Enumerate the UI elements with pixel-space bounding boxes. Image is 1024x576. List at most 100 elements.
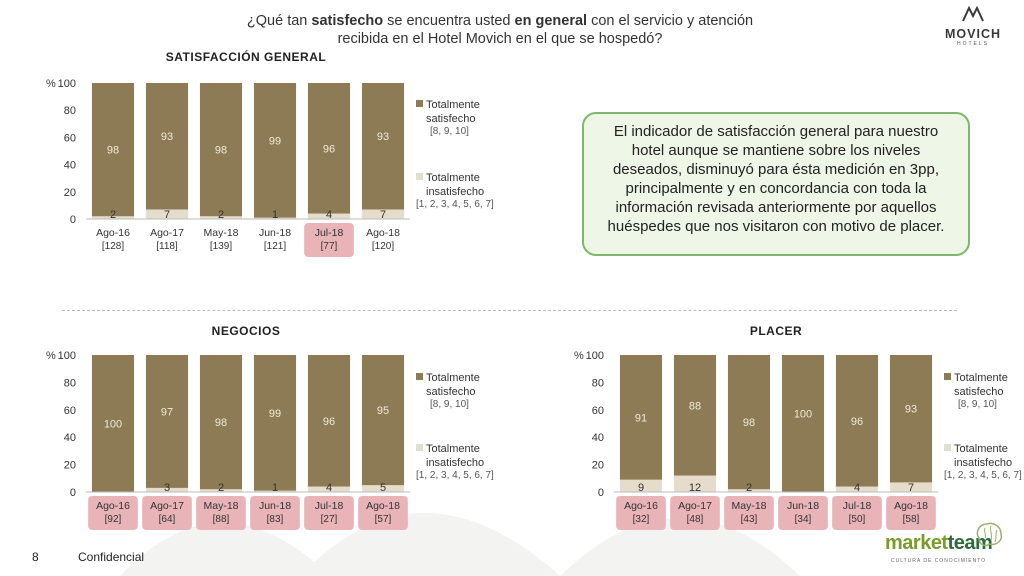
- movich-logo: MOVICH HOTELS: [938, 5, 1008, 47]
- legend-note-insatisfecho: [1, 2, 3, 4, 5, 6, 7]: [944, 470, 1022, 481]
- x-base-label: [120]: [372, 241, 394, 252]
- data-label-satisfecho: 96: [851, 416, 863, 428]
- bar-insatisfecho: [253, 217, 297, 219]
- x-base-label: [92]: [105, 514, 122, 525]
- data-label-satisfecho: 98: [215, 145, 227, 157]
- bar-insatisfecho: [199, 489, 243, 492]
- bar-satisfecho: [361, 83, 405, 210]
- bar-satisfecho: [307, 83, 351, 214]
- legend-swatch-satisfecho: [416, 373, 423, 380]
- data-label-insatisfecho: 2: [746, 482, 752, 494]
- page-title: ¿Qué tan satisfecho se encuentra usted e…: [220, 12, 780, 48]
- y-tick-label: 0: [70, 487, 76, 499]
- x-base-label: [58]: [903, 514, 920, 525]
- legend-note-satisfecho: [8, 9, 10]: [958, 399, 997, 410]
- x-tick-label: Ago-16: [624, 500, 658, 512]
- x-base-label: [57]: [375, 514, 392, 525]
- bar-insatisfecho: [889, 482, 933, 492]
- category-highlight: [724, 496, 774, 530]
- x-base-label: [118]: [156, 241, 178, 252]
- data-label-satisfecho: 96: [323, 416, 335, 428]
- category-highlight: [670, 496, 720, 530]
- legend-note-satisfecho: [8, 9, 10]: [430, 126, 469, 137]
- y-axis-label: %: [46, 350, 56, 362]
- chart-title: NEGOCIOS: [212, 324, 281, 338]
- category-highlight: [304, 223, 354, 257]
- y-tick-label: 100: [58, 78, 76, 90]
- bar-satisfecho: [199, 355, 243, 490]
- bar-satisfecho: [781, 355, 825, 492]
- x-tick-label: Ago-17: [678, 500, 712, 512]
- data-label-satisfecho: 95: [377, 405, 389, 417]
- bar-insatisfecho: [145, 209, 189, 219]
- bar-insatisfecho: [145, 487, 189, 492]
- bar-insatisfecho: [307, 486, 351, 492]
- data-label-insatisfecho: 7: [908, 482, 914, 494]
- y-tick-label: 100: [58, 350, 76, 362]
- bar-satisfecho: [91, 355, 135, 492]
- title-part: satisfecho: [311, 13, 384, 29]
- x-tick-label: May-18: [731, 500, 766, 512]
- category-highlight: [832, 496, 882, 530]
- data-label-satisfecho: 99: [269, 135, 281, 147]
- category-highlight: [886, 496, 936, 530]
- legend-swatch-insatisfecho: [416, 173, 423, 180]
- insight-callout: El indicador de satisfacción general par…: [582, 112, 970, 256]
- movich-m-icon: [962, 5, 984, 22]
- data-label-satisfecho: 93: [905, 404, 917, 416]
- legend-label-insatisfecho-2: insatisfecho: [426, 186, 484, 198]
- x-tick-label: Jun-18: [259, 227, 291, 239]
- bar-insatisfecho: [727, 489, 771, 492]
- confidential-label: Confidencial: [78, 550, 145, 564]
- data-label-satisfecho: 93: [161, 131, 173, 143]
- legend-label-insatisfecho-1: Totalmente: [426, 172, 480, 184]
- data-label-insatisfecho: 4: [326, 209, 332, 221]
- x-tick-label: Ago-18: [894, 500, 928, 512]
- data-label-satisfecho: 100: [794, 409, 812, 421]
- data-label-insatisfecho: 12: [689, 482, 701, 494]
- y-tick-label: 80: [592, 377, 604, 389]
- legend-note-insatisfecho: [1, 2, 3, 4, 5, 6, 7]: [416, 470, 494, 481]
- x-tick-label: Ago-18: [366, 500, 400, 512]
- data-label-satisfecho: 98: [215, 417, 227, 429]
- logo-brand: MOVICH: [945, 27, 1001, 41]
- x-tick-label: Ago-16: [96, 227, 130, 239]
- bar-satisfecho: [253, 83, 297, 218]
- data-label-satisfecho: 98: [107, 145, 119, 157]
- logo-market: market: [885, 532, 948, 554]
- title-part: ¿Qué tan: [246, 13, 312, 29]
- x-base-label: [88]: [213, 514, 230, 525]
- data-label-insatisfecho: 2: [110, 209, 116, 221]
- data-label-insatisfecho: 3: [164, 482, 170, 494]
- bar-insatisfecho: [619, 479, 663, 492]
- category-highlight: [616, 496, 666, 530]
- brain-icon: [976, 522, 1003, 547]
- legend-note-insatisfecho: [1, 2, 3, 4, 5, 6, 7]: [416, 199, 494, 210]
- x-tick-label: Jul-18: [843, 500, 872, 512]
- bar-insatisfecho: [361, 209, 405, 219]
- title-part: en general: [514, 13, 588, 29]
- bar-satisfecho: [253, 355, 297, 491]
- bar-satisfecho: [727, 355, 771, 490]
- x-base-label: [77]: [321, 241, 338, 252]
- bar-satisfecho: [619, 355, 663, 480]
- y-axis-label: %: [574, 350, 584, 362]
- logo-sub: HOTELS: [956, 41, 989, 47]
- bar-satisfecho: [835, 355, 879, 487]
- x-base-label: [139]: [210, 241, 232, 252]
- bar-insatisfecho: [91, 216, 135, 219]
- chart-negocios: NEGOCIOS020406080100%100Ago-16[92]973Ago…: [46, 324, 494, 530]
- x-base-label: [128]: [102, 241, 124, 252]
- data-label-insatisfecho: 7: [380, 209, 386, 221]
- legend-label-insatisfecho-2: insatisfecho: [954, 457, 1012, 469]
- x-base-label: [32]: [633, 514, 650, 525]
- data-label-satisfecho: 96: [323, 143, 335, 155]
- data-label-insatisfecho: 2: [218, 482, 224, 494]
- data-label-insatisfecho: 9: [638, 482, 644, 494]
- data-label-insatisfecho: 7: [164, 209, 170, 221]
- y-tick-label: 60: [64, 405, 76, 417]
- data-label-insatisfecho: 4: [854, 482, 860, 494]
- y-tick-label: 80: [64, 105, 76, 117]
- legend-label-satisfecho-2: satisfecho: [426, 113, 476, 125]
- legend-label-satisfecho-1: Totalmente: [426, 372, 480, 384]
